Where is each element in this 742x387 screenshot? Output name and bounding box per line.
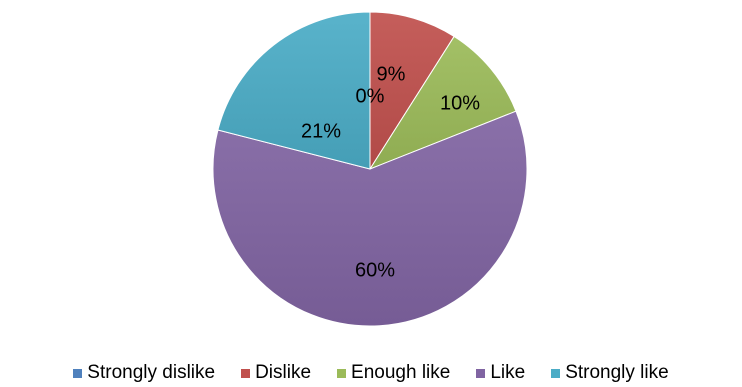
pie-data-label: 9% — [377, 63, 406, 85]
chart-legend: Strongly dislike Dislike Enough like Like St… — [0, 361, 742, 385]
legend-swatch — [241, 368, 251, 378]
legend-swatch — [476, 368, 486, 378]
legend-label: Enough like — [351, 362, 451, 383]
legend-item: Dislike — [241, 362, 311, 384]
pie-data-label: 21% — [301, 120, 341, 142]
pie-slice-dislike — [369, 11, 455, 171]
legend-label: Strongly dislike — [87, 362, 216, 383]
legend-swatch — [551, 368, 561, 378]
legend-item: Strongly dislike — [73, 362, 215, 384]
legend-swatch — [337, 368, 347, 378]
pie-slice-enough-like — [368, 35, 517, 171]
pie-data-label: 10% — [440, 92, 480, 114]
legend-label: Like — [490, 362, 526, 383]
pie-data-label: 60% — [355, 259, 395, 281]
legend-label: Dislike — [255, 362, 312, 383]
legend-label: Strongly like — [565, 362, 669, 383]
pie-slice-strongly-like — [217, 11, 371, 170]
legend-swatch — [73, 368, 83, 378]
legend-item: Strongly like — [551, 362, 669, 384]
legend-item: Enough like — [337, 362, 450, 384]
legend-item: Like — [476, 362, 525, 384]
pie-data-label: 0% — [356, 85, 385, 107]
pie-slice-like — [212, 110, 528, 327]
